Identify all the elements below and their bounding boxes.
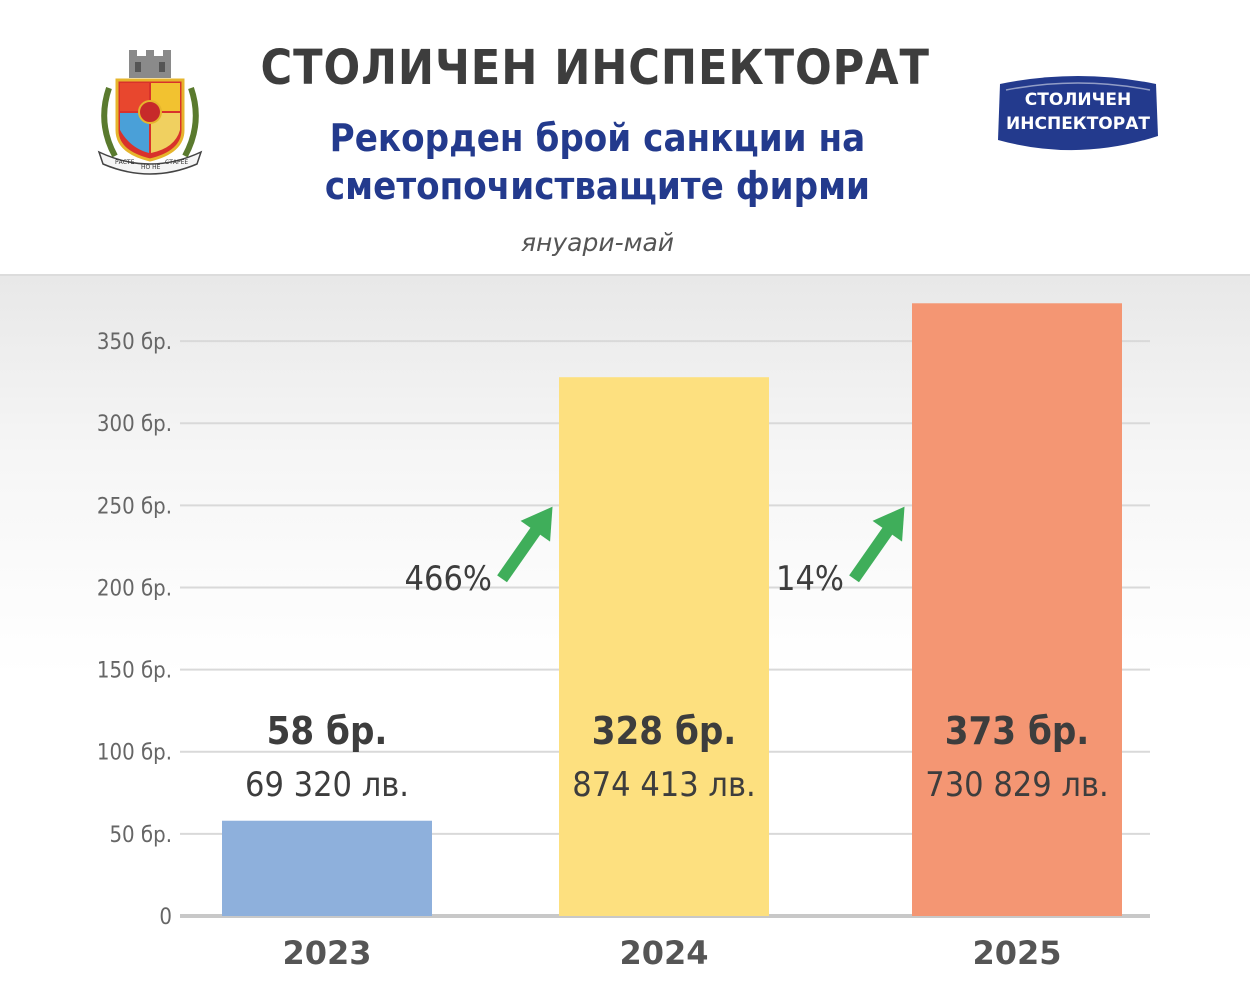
x-axis-labels: 2023 2024 2025	[282, 934, 1061, 972]
x-tick-label: 2023	[282, 934, 371, 972]
inspectorate-logo-icon	[998, 76, 1158, 151]
count-label: 58 бр.	[267, 709, 388, 753]
growth-label: 14%	[776, 559, 844, 599]
growth-label: 466%	[405, 559, 492, 599]
count-label: 373 бр.	[945, 709, 1090, 753]
bar-2025	[912, 303, 1122, 916]
svg-text:РАСТЕ: РАСТЕ	[115, 159, 135, 166]
chart-data-labels: 58 бр. 69 320 лв. 328 бр. 874 413 лв. 373 бр…	[245, 709, 1109, 805]
bar-2023	[222, 820, 432, 916]
x-tick-label: 2024	[619, 934, 708, 972]
y-tick-label: 300 бр.	[97, 412, 172, 437]
arrow-head	[520, 506, 553, 542]
arrow-shaft	[849, 524, 895, 583]
growth-annotations: 466% 14%	[405, 506, 905, 599]
amount-label: 730 829 лв.	[925, 765, 1108, 805]
growth-arrow-icon	[849, 506, 905, 583]
amount-label: 874 413 лв.	[572, 765, 755, 805]
coat-of-arms-icon: РАСТЕ НО НЕ СТАРЕЕ	[97, 50, 203, 175]
page-title: СТОЛИЧЕН ИНСПЕКТОРАТ	[260, 40, 930, 96]
y-tick-label: 0	[159, 905, 172, 930]
chart-area: 0 50 бр. 100 бр. 150 бр. 200 бр. 250 бр. 300 б…	[0, 274, 1250, 1002]
inspectorate-logo-text: СТОЛИЧЕН ИНСПЕКТОРАТ	[994, 88, 1162, 136]
bar-chart: 0 50 бр. 100 бр. 150 бр. 200 бр. 250 бр. 300 б…	[97, 303, 1150, 972]
page-subtitle: Рекорден брой санкции на сметопочистващи…	[60, 114, 1136, 210]
growth-arrow-icon	[497, 506, 553, 583]
chart-bars	[222, 303, 1122, 916]
period-label: януари-май	[520, 228, 675, 257]
y-tick-label: 100 бр.	[97, 741, 172, 766]
logo-line-2: ИНСПЕКТОРАТ	[1006, 114, 1150, 134]
y-tick-label: 250 бр.	[97, 494, 172, 519]
arrow-head	[872, 506, 905, 542]
svg-text:НО НЕ: НО НЕ	[141, 164, 161, 171]
amount-label: 69 320 лв.	[245, 765, 409, 805]
svg-text:СТАРЕЕ: СТАРЕЕ	[165, 159, 188, 166]
logo-line-1: СТОЛИЧЕН	[1024, 90, 1132, 110]
y-tick-label: 350 бр.	[97, 330, 172, 355]
x-tick-label: 2025	[972, 934, 1061, 972]
bar-2024	[559, 377, 769, 916]
subtitle-line-2: сметопочистващите фирми	[324, 164, 871, 208]
arrow-shaft	[497, 524, 543, 583]
count-label: 328 бр.	[592, 709, 737, 753]
y-tick-label: 150 бр.	[97, 659, 172, 684]
subtitle-line-1: Рекорден брой санкции на	[329, 116, 866, 160]
y-axis-ticks: 0 50 бр. 100 бр. 150 бр. 200 бр. 250 бр. 300 б…	[97, 330, 172, 930]
y-tick-label: 200 бр.	[97, 576, 172, 601]
header: РАСТЕ НО НЕ СТАРЕЕ СТОЛИЧЕН ИНСПЕКТОРАТ …	[0, 0, 1250, 274]
y-tick-label: 50 бр.	[109, 823, 172, 848]
